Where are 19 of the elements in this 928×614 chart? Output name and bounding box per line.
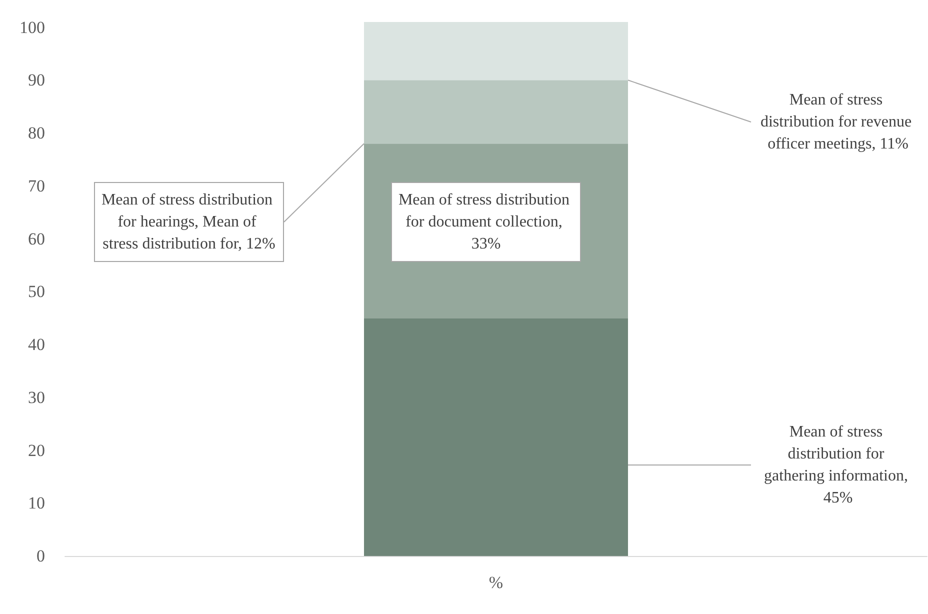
y-tick-label: 20 (28, 440, 45, 460)
y-tick-label: 40 (28, 335, 45, 354)
bar (364, 80, 628, 144)
y-tick-label: 90 (28, 70, 45, 90)
data-label: Mean of stress distribution for document collection, 33% (398, 192, 574, 252)
x-tick-label: % (488, 573, 504, 592)
bar (364, 22, 628, 80)
data-label: Mean of stress distribution for gathering information, 45% (764, 424, 912, 506)
bar (364, 318, 628, 556)
y-tick-label: 0 (36, 546, 45, 566)
data-label: Mean of stress distribution for revenue officer meetings, 11% (760, 92, 916, 152)
y-tick-label: 50 (28, 282, 45, 302)
y-tick-label: 10 (28, 494, 45, 513)
data-label: Mean of stress distribution for hearings, Mean of stress distribution for, 12% (101, 192, 277, 252)
y-tick-label: 70 (28, 176, 45, 196)
y-tick-label: 80 (28, 124, 45, 143)
y-tick-label: 100 (20, 18, 45, 37)
y-tick-label: 60 (28, 229, 45, 248)
y-tick-label: 30 (28, 388, 45, 407)
